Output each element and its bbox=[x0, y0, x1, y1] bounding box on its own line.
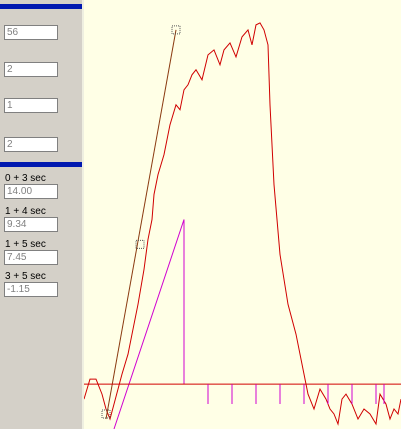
anchor-marker[interactable] bbox=[171, 25, 181, 35]
param-input-2[interactable]: 2 bbox=[4, 62, 58, 77]
anchor-marker[interactable] bbox=[101, 409, 111, 419]
param-input-1[interactable]: 56 bbox=[4, 25, 58, 40]
panel-divider-top bbox=[0, 4, 82, 9]
metric-value-1-4: 9.34 bbox=[4, 217, 58, 232]
series-line-3 bbox=[113, 219, 185, 429]
param-input-3[interactable]: 1 bbox=[4, 98, 58, 113]
series-line-1 bbox=[84, 22, 401, 426]
metric-value-3-5: -1.15 bbox=[4, 282, 58, 297]
series-line-2 bbox=[105, 29, 177, 420]
metric-label-0-3: 0 + 3 sec bbox=[5, 173, 46, 184]
metric-label-3-5: 3 + 5 sec bbox=[5, 271, 46, 282]
metric-value-1-5: 7.45 bbox=[4, 250, 58, 265]
metric-value-0-3: 14.00 bbox=[4, 184, 58, 199]
param-input-4[interactable]: 2 bbox=[4, 137, 58, 152]
control-panel: 56 2 1 2 0 + 3 sec 14.00 1 + 4 sec 9.34 … bbox=[0, 0, 82, 429]
metric-label-1-5: 1 + 5 sec bbox=[5, 239, 46, 250]
metric-label-1-4: 1 + 4 sec bbox=[5, 206, 46, 217]
anchor-marker[interactable] bbox=[135, 239, 145, 249]
waveform-chart bbox=[84, 22, 401, 429]
panel-separator bbox=[82, 0, 84, 429]
panel-divider-middle bbox=[0, 162, 82, 167]
